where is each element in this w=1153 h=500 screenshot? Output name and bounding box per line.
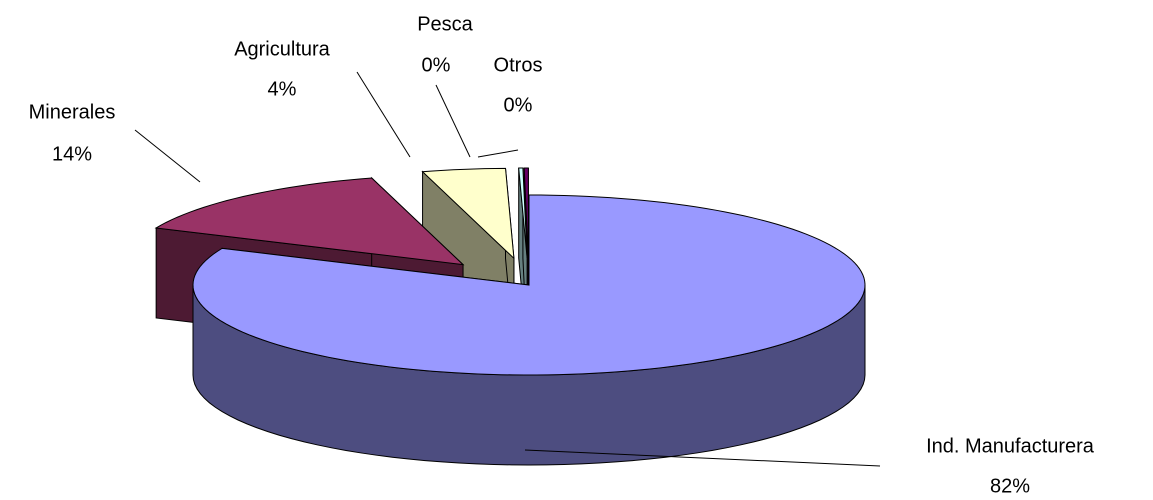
- slice-label: Otros: [494, 54, 543, 76]
- pie-slice: [518, 167, 528, 259]
- slice-label: Agricultura: [234, 38, 330, 60]
- slice-label: Ind. Manufacturera: [926, 435, 1095, 457]
- leader-line: [435, 84, 471, 158]
- value-label: 82%: [990, 475, 1030, 497]
- value-label: 0%: [422, 54, 451, 76]
- leader-line: [524, 449, 881, 467]
- pie: [154, 167, 866, 466]
- value-label: 4%: [268, 78, 297, 100]
- pie-slice: [192, 194, 866, 376]
- pie-slice: [523, 167, 529, 259]
- leader-line: [356, 71, 411, 158]
- value-label: 0%: [504, 94, 533, 116]
- pie-slice: [421, 167, 515, 260]
- leader-line: [477, 149, 519, 158]
- slice-label: Minerales: [29, 101, 116, 123]
- leader-line: [134, 129, 201, 183]
- pie-slice: [154, 177, 465, 266]
- slice-label: Pesca: [417, 13, 473, 35]
- value-label: 14%: [52, 143, 92, 165]
- labels: Ind. Manufacturera 82% Minerales 14% Agricul…: [29, 13, 1095, 497]
